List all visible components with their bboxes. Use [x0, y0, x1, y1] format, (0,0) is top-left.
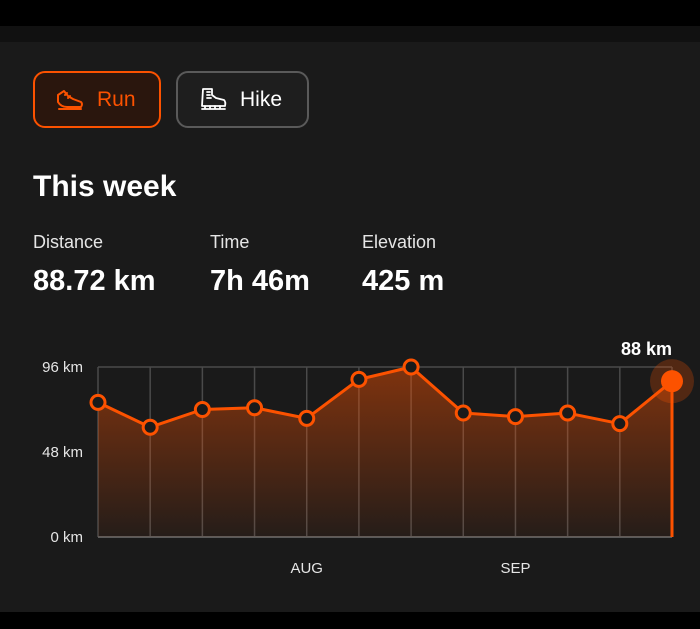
elevation-label: Elevation: [362, 232, 437, 252]
latest-week-point[interactable]: [661, 370, 683, 393]
elevation-stat: Elevation 425 m: [362, 232, 444, 298]
y-tick-label: 48 km: [42, 444, 83, 461]
x-tick-label: AUG: [290, 560, 323, 577]
y-tick-label: 0 km: [50, 529, 83, 546]
week-data-point[interactable]: [402, 358, 420, 376]
time-label: Time: [210, 232, 250, 252]
hike-tab[interactable]: Hike: [176, 71, 309, 128]
run-tab[interactable]: Run: [33, 71, 161, 128]
time-stat: Time 7h 46m: [210, 232, 310, 298]
distance-stat: Distance 88.72 km: [33, 232, 156, 298]
week-data-point[interactable]: [193, 401, 211, 418]
week-data-point[interactable]: [559, 404, 577, 422]
run-tab-label: Run: [97, 87, 136, 111]
week-data-point[interactable]: [454, 404, 472, 422]
y-tick-label: 96 km: [42, 359, 83, 376]
page-title: This week: [33, 170, 177, 203]
distance-value: 88.72 km: [33, 265, 156, 297]
distance-label: Distance: [33, 232, 104, 252]
distance-line: [97, 365, 673, 429]
elevation-value: 425 m: [362, 265, 445, 297]
time-value: 7h 46m: [210, 265, 310, 297]
week-data-point[interactable]: [246, 399, 264, 417]
week-data-point[interactable]: [89, 393, 107, 411]
latest-week-label: 88 km: [621, 339, 672, 359]
status-strip: [0, 26, 700, 42]
running-shoe-icon: [55, 87, 85, 113]
distance-area: [98, 367, 672, 537]
week-data-point[interactable]: [611, 415, 629, 433]
hike-tab-label: Hike: [240, 87, 283, 111]
week-data-point[interactable]: [298, 409, 316, 427]
week-data-point[interactable]: [506, 408, 524, 426]
week-data-point[interactable]: [350, 370, 368, 388]
hiking-boot-icon: [198, 87, 228, 113]
x-tick-label: SEP: [500, 560, 530, 577]
week-data-point[interactable]: [141, 418, 159, 436]
